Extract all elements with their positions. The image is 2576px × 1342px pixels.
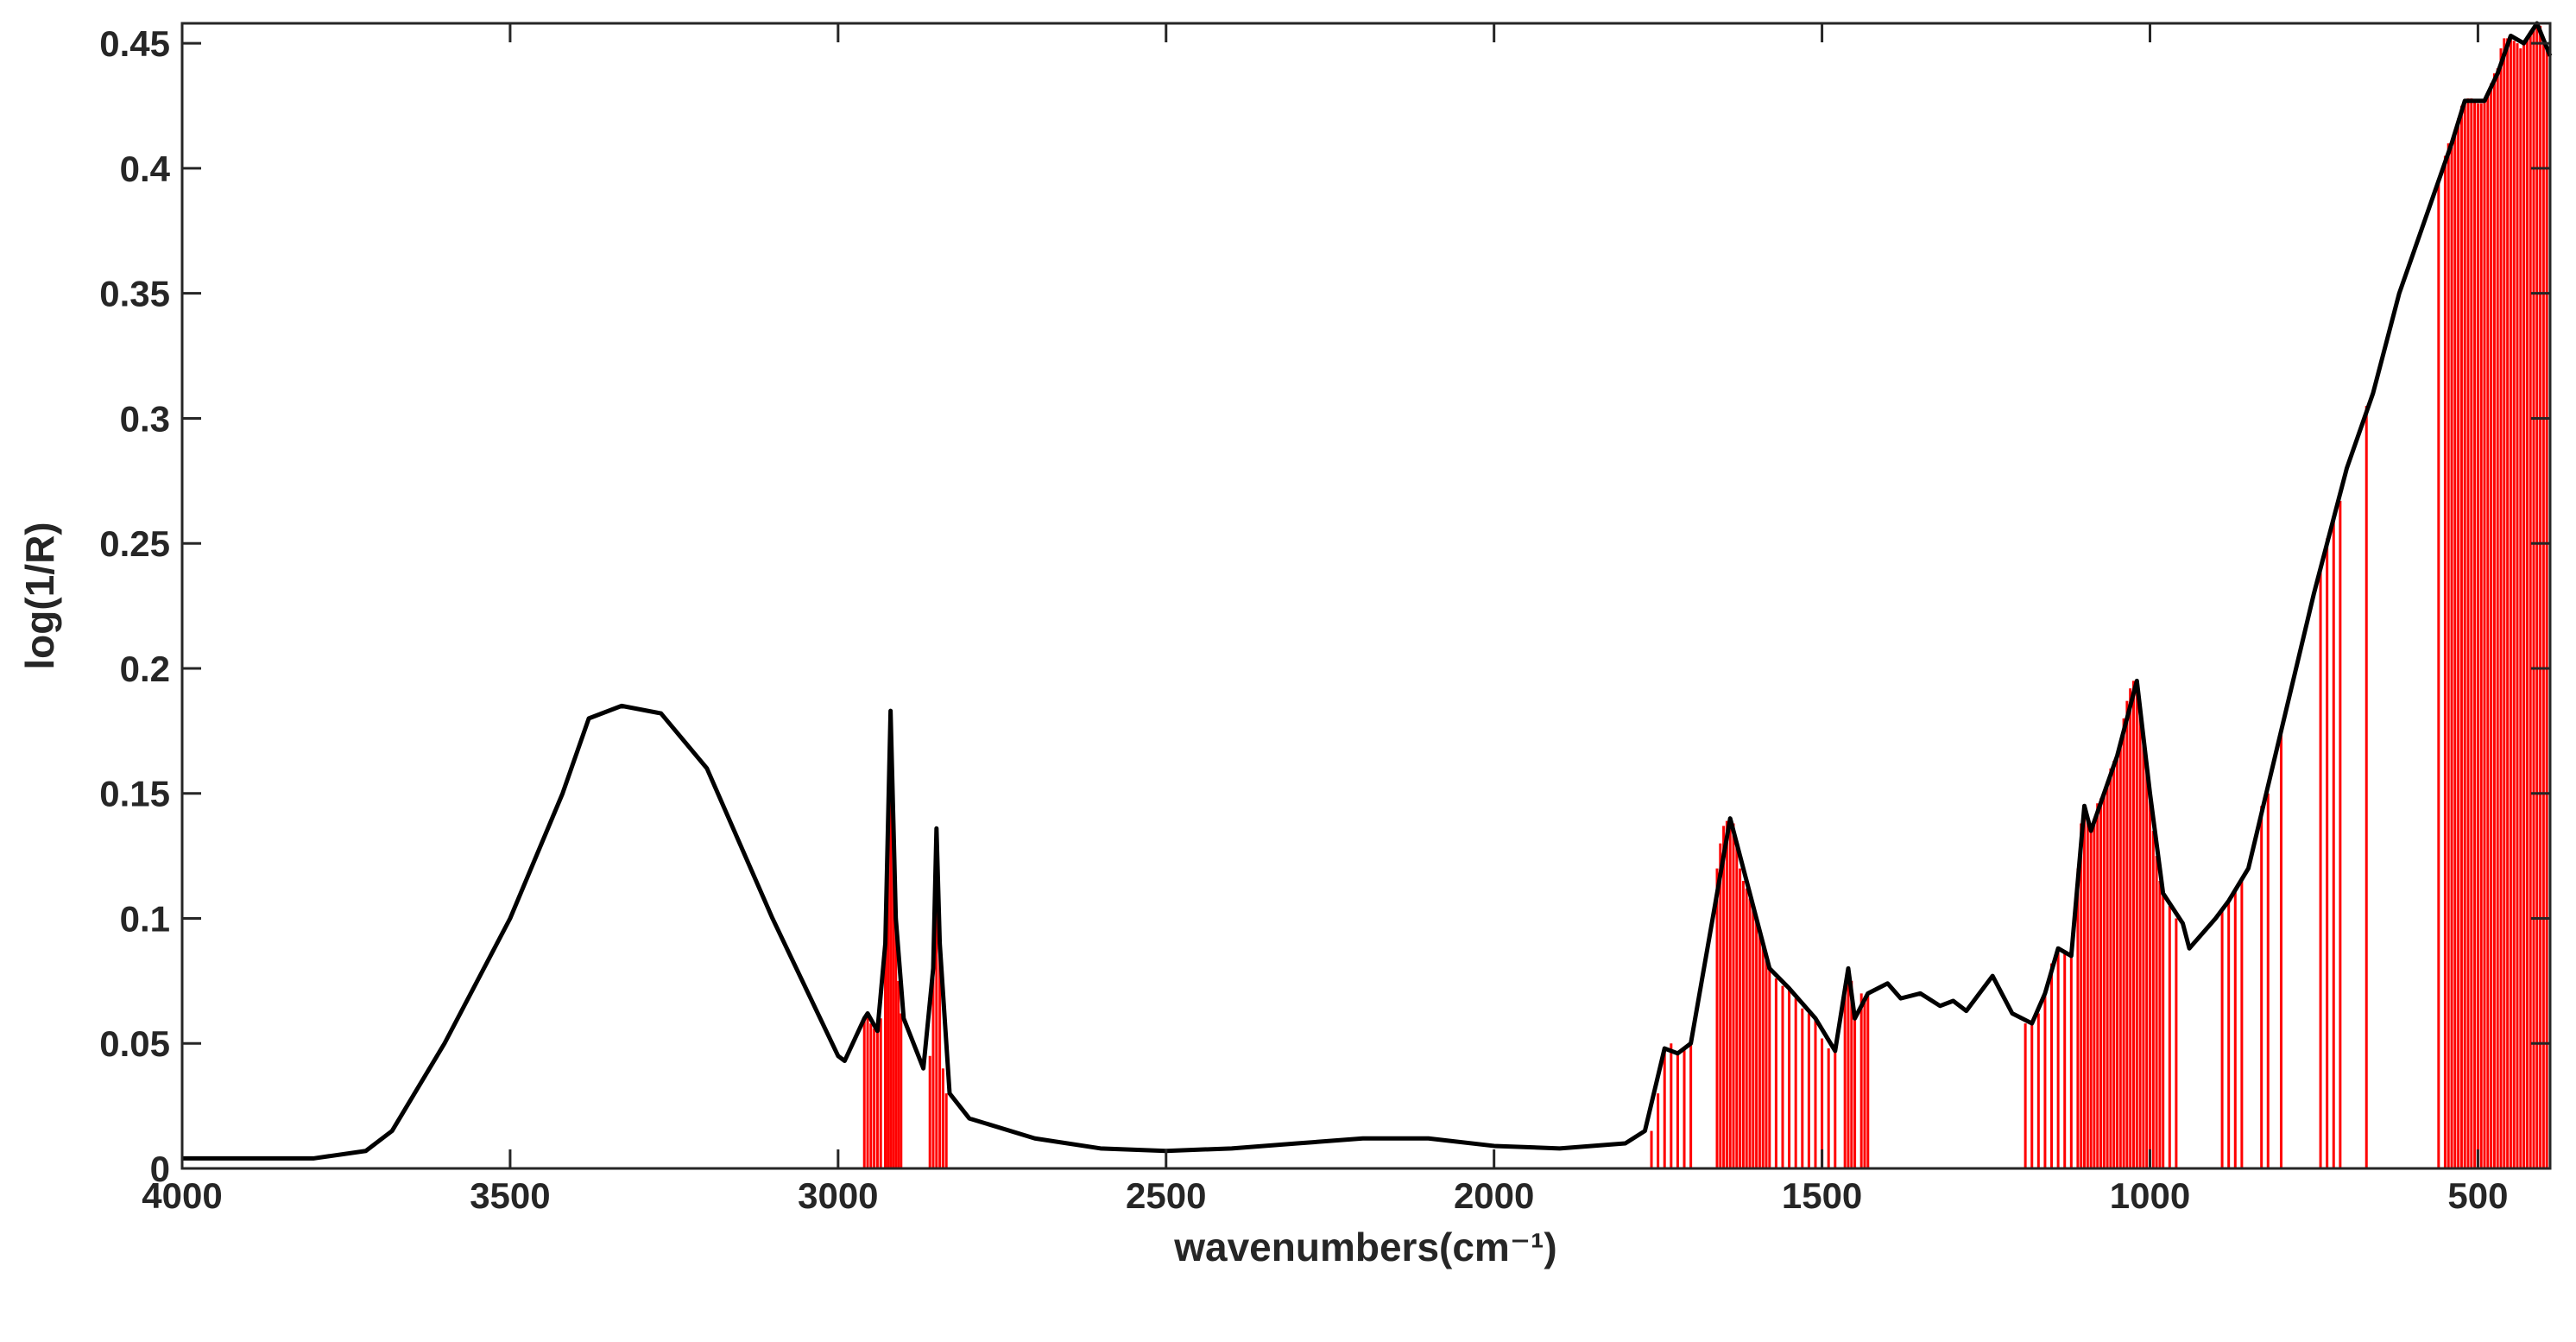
y-tick-label: 0.4 bbox=[120, 149, 171, 189]
x-tick-label: 2500 bbox=[1126, 1175, 1206, 1216]
x-tick-label: 3000 bbox=[798, 1175, 878, 1216]
y-tick-label: 0.25 bbox=[99, 523, 170, 564]
x-tick-label: 3500 bbox=[470, 1175, 550, 1216]
x-tick-label: 4000 bbox=[142, 1175, 222, 1216]
x-tick-label: 1500 bbox=[1782, 1175, 1862, 1216]
y-tick-label: 0.05 bbox=[99, 1023, 170, 1064]
y-tick-label: 0.15 bbox=[99, 774, 170, 814]
x-tick-label: 1000 bbox=[2110, 1175, 2190, 1216]
y-tick-label: 0.2 bbox=[120, 649, 170, 689]
y-tick-label: 0.45 bbox=[99, 23, 170, 64]
y-tick-label: 0 bbox=[150, 1149, 170, 1189]
y-axis-label: log(1/R) bbox=[17, 522, 62, 669]
axes-box bbox=[180, 22, 2552, 1170]
x-tick-label: 500 bbox=[2447, 1175, 2508, 1216]
x-axis-label: wavenumbers(cm⁻¹) bbox=[1173, 1225, 1557, 1269]
y-tick-label: 0.35 bbox=[99, 274, 170, 314]
spectrum-line bbox=[182, 21, 2553, 1161]
y-tick-label: 0.3 bbox=[120, 398, 170, 439]
x-tick-label: 2000 bbox=[1454, 1175, 1534, 1216]
y-tick-label: 0.1 bbox=[120, 898, 170, 939]
plot-area bbox=[182, 21, 2553, 1168]
